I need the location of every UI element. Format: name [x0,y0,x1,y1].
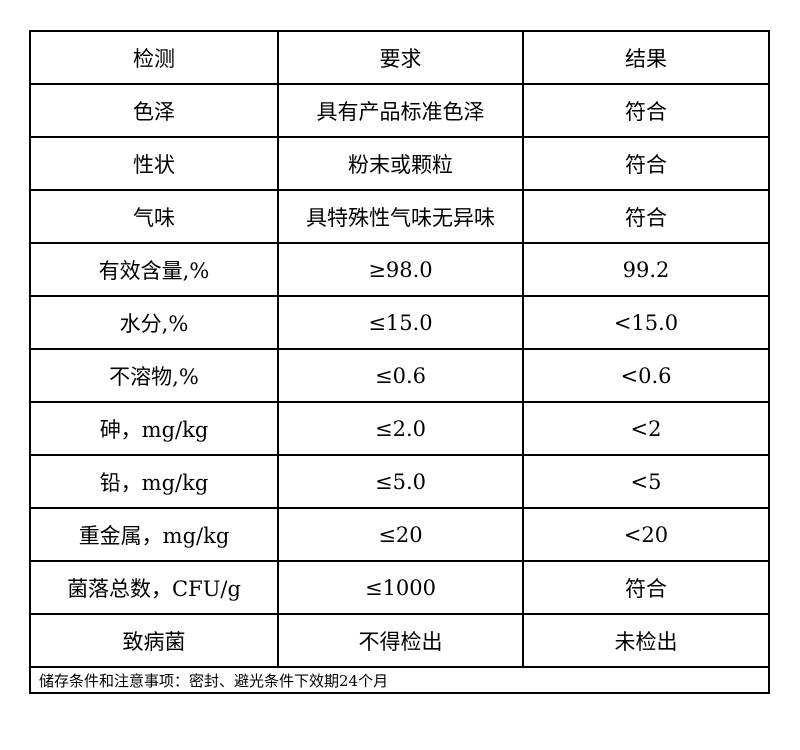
header-item: 检测 [29,30,279,85]
requirement-cell: 具有产品标准色泽 [277,83,524,138]
result-cell: <15.0 [522,295,770,350]
table-row: 气味 具特殊性气味无异味 符合 [29,189,770,244]
table-row: 性状 粉末或颗粒 符合 [29,136,770,191]
item-cell: 砷，mg/kg [29,401,279,456]
item-cell: 性状 [29,136,279,191]
result-cell: 符合 [522,189,770,244]
item-cell: 有效含量,% [29,242,279,297]
result-cell: 符合 [522,560,770,615]
requirement-cell: ≤20 [277,507,524,562]
footer-row: 储存条件和注意事项：密封、避光条件下效期24个月 [29,666,770,694]
result-cell: 符合 [522,83,770,138]
table-row: 铅，mg/kg ≤5.0 <5 [29,454,770,509]
item-cell: 不溶物,% [29,348,279,403]
table-row: 有效含量,% ≥98.0 99.2 [29,242,770,297]
result-cell: <20 [522,507,770,562]
requirement-cell: ≥98.0 [277,242,524,297]
requirement-cell: ≤15.0 [277,295,524,350]
requirement-cell: 具特殊性气味无异味 [277,189,524,244]
item-cell: 菌落总数，CFU/g [29,560,279,615]
requirement-cell: ≤1000 [277,560,524,615]
item-cell: 致病菌 [29,613,279,668]
table-row: 菌落总数，CFU/g ≤1000 符合 [29,560,770,615]
requirement-cell: 粉末或颗粒 [277,136,524,191]
item-cell: 水分,% [29,295,279,350]
result-cell: 符合 [522,136,770,191]
requirement-cell: ≤0.6 [277,348,524,403]
table-row: 砷，mg/kg ≤2.0 <2 [29,401,770,456]
table-row: 不溶物,% ≤0.6 <0.6 [29,348,770,403]
header-row: 检测 要求 结果 [29,30,770,85]
item-cell: 色泽 [29,83,279,138]
table-row: 色泽 具有产品标准色泽 符合 [29,83,770,138]
result-cell: <5 [522,454,770,509]
item-cell: 铅，mg/kg [29,454,279,509]
result-cell: <0.6 [522,348,770,403]
requirement-cell: ≤2.0 [277,401,524,456]
result-cell: <2 [522,401,770,456]
requirement-cell: 不得检出 [277,613,524,668]
table-row: 水分,% ≤15.0 <15.0 [29,295,770,350]
result-cell: 未检出 [522,613,770,668]
requirement-cell: ≤5.0 [277,454,524,509]
header-result: 结果 [522,30,770,85]
inspection-table: 检测 要求 结果 色泽 具有产品标准色泽 符合 性状 粉末或颗粒 符合 气味 具特殊性气味无异… [29,30,770,694]
header-requirement: 要求 [277,30,524,85]
table-row: 致病菌 不得检出 未检出 [29,613,770,668]
result-cell: 99.2 [522,242,770,297]
item-cell: 气味 [29,189,279,244]
item-cell: 重金属，mg/kg [29,507,279,562]
table-row: 重金属，mg/kg ≤20 <20 [29,507,770,562]
storage-note: 储存条件和注意事项：密封、避光条件下效期24个月 [29,666,770,694]
